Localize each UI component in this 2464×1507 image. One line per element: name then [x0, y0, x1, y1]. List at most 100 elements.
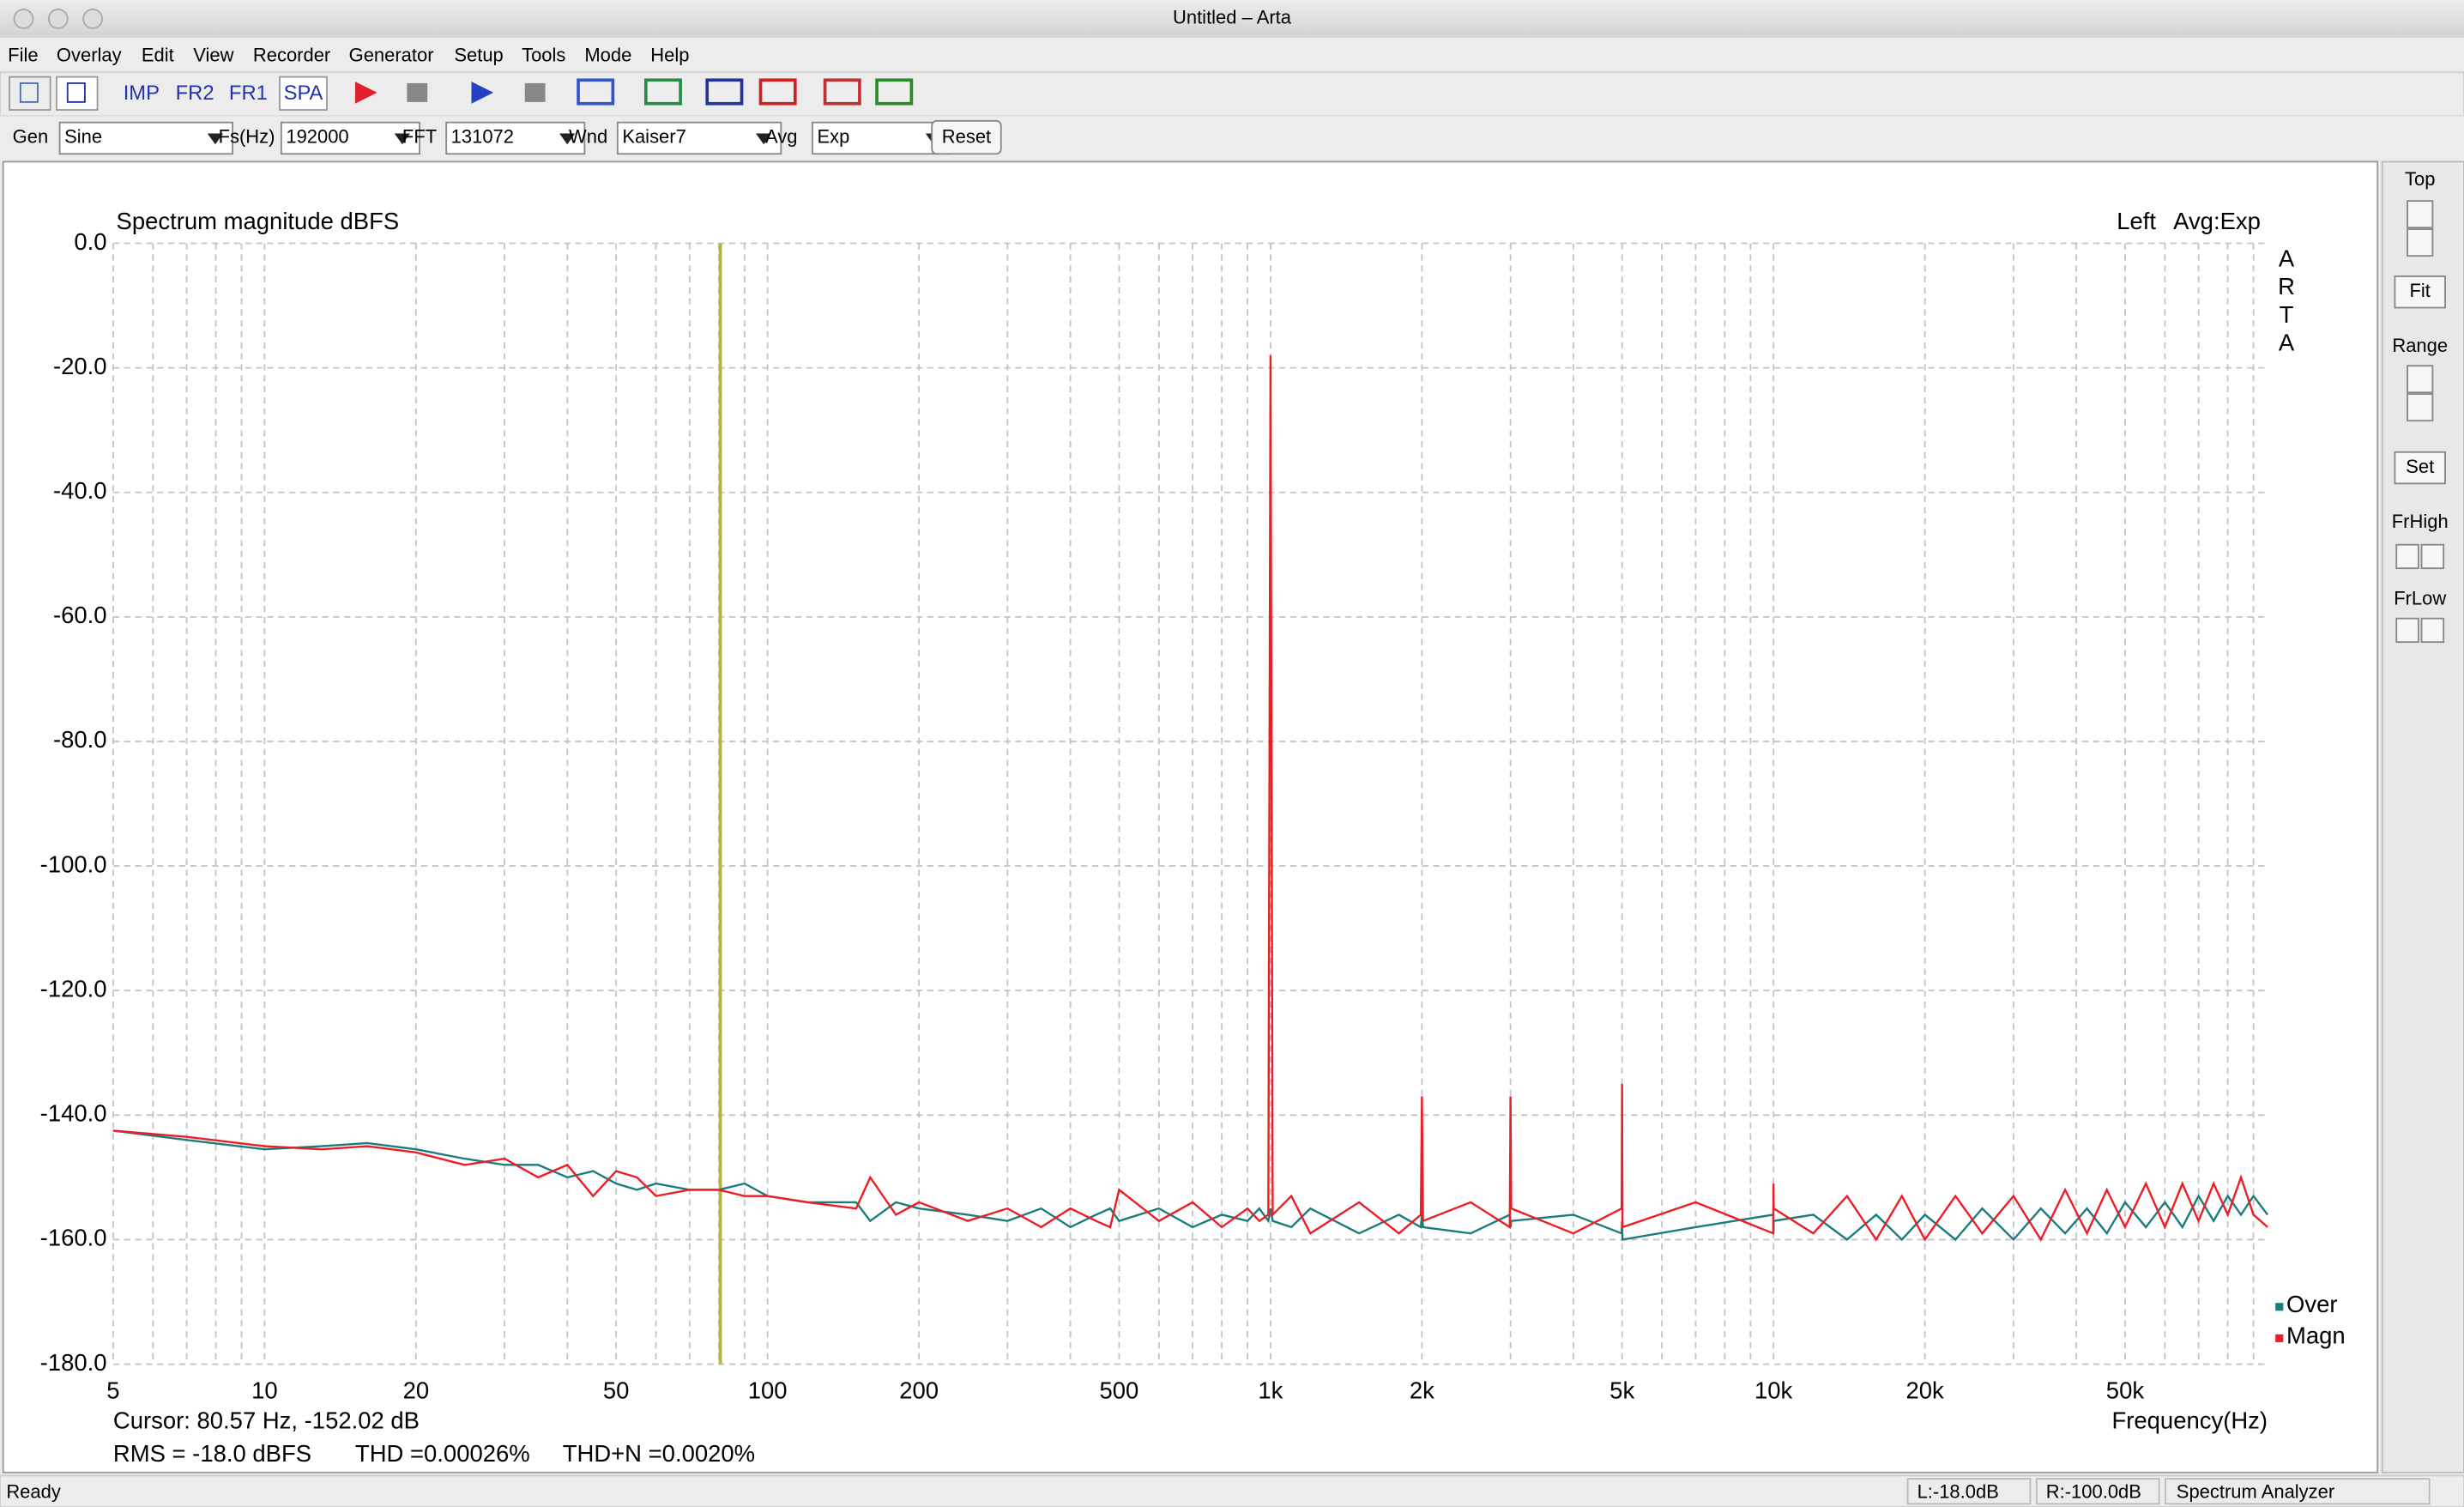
- dropdown-value[interactable]: Exp: [817, 126, 849, 148]
- tool-button[interactable]: [9, 76, 51, 111]
- reset-label[interactable]: Reset: [942, 126, 991, 148]
- channel-label: Left: [2117, 208, 2156, 234]
- side-label: FrLow: [2394, 588, 2446, 609]
- tool-icon[interactable]: [643, 78, 682, 106]
- spin-down[interactable]: [2407, 393, 2434, 422]
- spin-up[interactable]: [2407, 365, 2434, 394]
- tool-label[interactable]: SPA: [284, 82, 323, 105]
- dropdown-arrow: [559, 133, 576, 145]
- x-tick-label: 1k: [1258, 1377, 1283, 1404]
- menu-item[interactable]: Mode: [584, 45, 631, 66]
- stop-icon[interactable]: [524, 82, 546, 102]
- x-tick-label: 5k: [1609, 1377, 1634, 1404]
- spin-up[interactable]: [2407, 200, 2434, 229]
- menu-item[interactable]: Setup: [454, 45, 503, 66]
- record-icon[interactable]: [354, 82, 377, 104]
- dropdown-value[interactable]: 192000: [286, 126, 348, 148]
- side-label[interactable]: Set: [2406, 456, 2434, 477]
- x-tick-label: 200: [899, 1377, 939, 1404]
- dropdown-value[interactable]: Sine: [64, 126, 102, 148]
- x-tick-label: 20k: [1906, 1377, 1945, 1404]
- x-tick-label: 10: [251, 1377, 278, 1404]
- minimize-button[interactable]: [47, 9, 69, 29]
- close-button[interactable]: [13, 9, 34, 29]
- menu-bar: [0, 37, 2464, 73]
- x-tick-label: 50k: [2106, 1377, 2145, 1404]
- menu-item[interactable]: Help: [650, 45, 689, 66]
- legend-swatch: [2275, 1334, 2284, 1342]
- control-label: Fs(Hz): [219, 126, 275, 148]
- control-label: Wnd: [569, 126, 607, 148]
- tool-button[interactable]: [279, 76, 328, 111]
- series-line: [112, 1129, 2268, 1242]
- dropdown[interactable]: [616, 121, 782, 155]
- menu-item[interactable]: Edit: [142, 45, 174, 66]
- step-left[interactable]: [2395, 617, 2419, 644]
- side-button[interactable]: [2394, 275, 2446, 309]
- y-tick-label: -100.0: [40, 850, 107, 877]
- tool-icon[interactable]: [577, 78, 615, 106]
- side-label: Range: [2392, 335, 2448, 356]
- status-cell: [2165, 1478, 2431, 1505]
- dropdown-arrow: [207, 133, 224, 145]
- step-right[interactable]: [2420, 543, 2445, 570]
- spin-down[interactable]: [2407, 228, 2434, 257]
- play-icon[interactable]: [471, 82, 494, 104]
- legend-swatch: [2275, 1303, 2284, 1311]
- tool-icon[interactable]: [758, 78, 797, 106]
- menu-item[interactable]: File: [8, 45, 38, 66]
- status-bar: [0, 1474, 2464, 1507]
- side-label[interactable]: Fit: [2410, 280, 2431, 301]
- control-label: Gen: [13, 126, 49, 148]
- y-tick-label: -40.0: [53, 477, 107, 504]
- menu-item[interactable]: Tools: [522, 45, 565, 66]
- control-label: FFT: [402, 126, 437, 148]
- y-tick-label: -20.0: [53, 353, 107, 379]
- step-left[interactable]: [2395, 543, 2419, 570]
- menu-item[interactable]: Recorder: [253, 45, 330, 66]
- dropdown[interactable]: [58, 121, 233, 155]
- side-panel: [2381, 160, 2464, 1474]
- dropdown-value[interactable]: Kaiser7: [622, 126, 685, 148]
- x-tick-label: 500: [1100, 1377, 1139, 1404]
- status-cell: [1906, 1478, 2032, 1505]
- tool-icon: [66, 82, 86, 103]
- dropdown-value[interactable]: 131072: [451, 126, 514, 148]
- x-tick-label: 100: [748, 1377, 788, 1404]
- status-text: L:-18.0dB: [1917, 1480, 1999, 1502]
- x-tick-label: 10k: [1754, 1377, 1793, 1404]
- tool-icon: [19, 82, 39, 103]
- menu-item[interactable]: View: [193, 45, 233, 66]
- side-label: Top: [2405, 168, 2435, 190]
- reset-button[interactable]: [931, 119, 1002, 155]
- dropdown[interactable]: [812, 121, 952, 155]
- menu-item[interactable]: Overlay: [57, 45, 122, 66]
- cursor-readout: Cursor: 80.57 Hz, -152.02 dB: [113, 1407, 420, 1433]
- y-tick-label: 0.0: [74, 228, 106, 255]
- menu-item[interactable]: Generator: [349, 45, 434, 66]
- x-axis-label: Frequency(Hz): [2111, 1407, 2268, 1433]
- zoom-button[interactable]: [82, 9, 103, 29]
- step-right[interactable]: [2420, 617, 2445, 644]
- tool-icon[interactable]: [875, 78, 914, 106]
- control-label: Avg: [765, 126, 797, 148]
- stop-icon[interactable]: [407, 82, 428, 102]
- averaging-label: Avg:Exp: [2173, 208, 2261, 234]
- y-tick-label: -180.0: [40, 1349, 107, 1376]
- tool-label[interactable]: IMP: [124, 82, 160, 105]
- dropdown[interactable]: [445, 121, 586, 155]
- dropdown[interactable]: [280, 121, 420, 155]
- legend-label: Magn: [2286, 1322, 2346, 1349]
- tool-label[interactable]: FR1: [229, 82, 268, 105]
- tool-button[interactable]: [56, 76, 99, 111]
- dropdown-arrow: [394, 133, 411, 145]
- y-tick-label: -120.0: [40, 975, 107, 1002]
- dropdown-arrow: [756, 133, 772, 145]
- tool-icon[interactable]: [705, 78, 744, 106]
- status-text: Spectrum Analyzer: [2177, 1480, 2334, 1502]
- side-button[interactable]: [2394, 451, 2446, 485]
- tool-icon[interactable]: [823, 78, 861, 106]
- tool-label[interactable]: FR2: [176, 82, 214, 105]
- measurement: THD =0.00026%: [355, 1440, 530, 1467]
